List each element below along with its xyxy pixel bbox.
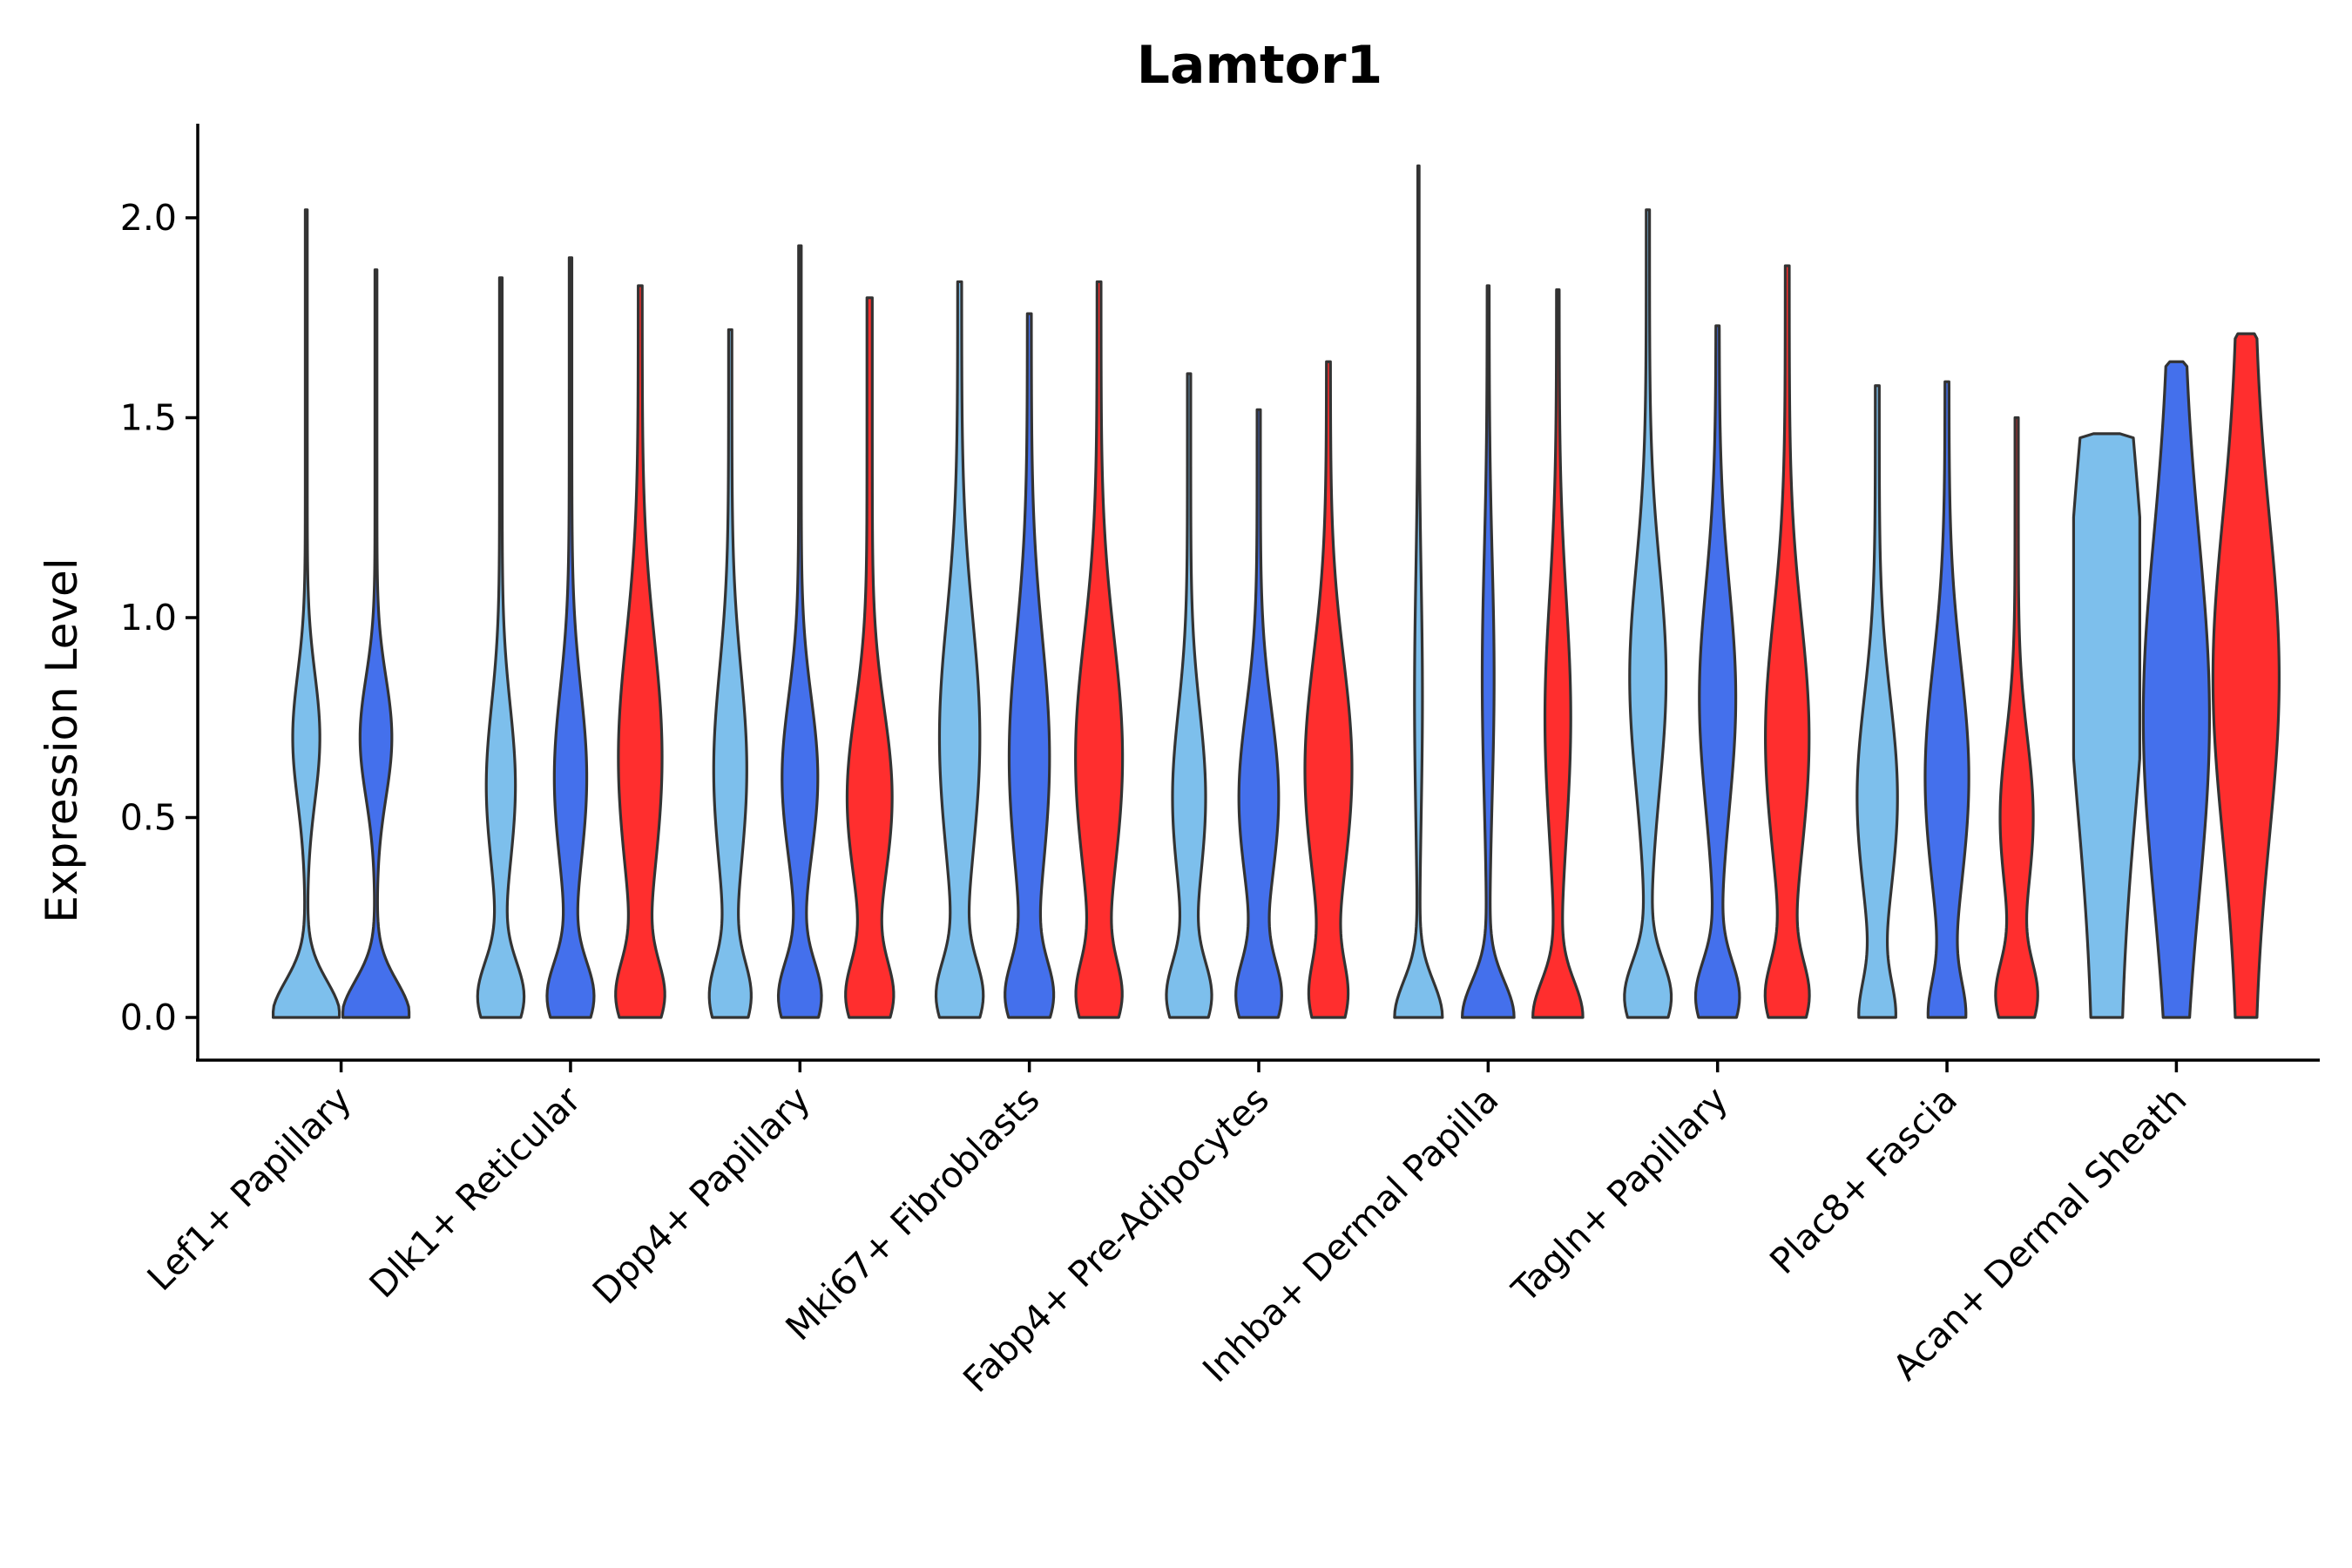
violin-inhba-dermal-papilla-1	[1393, 164, 1444, 1019]
x-tick-label: Lef1+ Papillary	[139, 1078, 360, 1299]
violin-lef1-papillary-2	[341, 268, 411, 1019]
violin-fabp4-pre-adipocytes-3	[1303, 360, 1354, 1019]
y-tick-label: 1.5	[120, 397, 177, 439]
y-ticks: 0.0 0.5 1.0 1.5 2.0	[120, 197, 198, 1038]
violin-plac8-fascia-1	[1855, 384, 1899, 1019]
x-tick-label: Plac8+ Fascia	[1761, 1078, 1965, 1282]
violin-dlk1-reticular-1	[476, 276, 526, 1019]
violin-tagln-papillary-1	[1623, 208, 1673, 1019]
violin-acan-dermal-sheath-1	[2072, 432, 2142, 1019]
y-axis-label: Expression Level	[37, 558, 87, 923]
violin-lef1-papillary-1	[271, 208, 341, 1019]
x-tick-label: Tagln+ Papillary	[1504, 1078, 1736, 1311]
violin-plac8-fascia-3	[1994, 416, 2039, 1019]
violin-group	[271, 164, 2281, 1019]
y-tick-label: 0.0	[120, 997, 177, 1038]
violin-mki67-fibroblasts-2	[1004, 312, 1056, 1019]
y-tick-label: 0.5	[120, 797, 177, 839]
violin-dpp4-papillary-3	[844, 296, 896, 1019]
violin-mki67-fibroblasts-3	[1074, 280, 1125, 1019]
x-tick-label: Dpp4+ Papillary	[585, 1078, 818, 1312]
violin-tagln-papillary-2	[1693, 324, 1741, 1019]
violin-inhba-dermal-papilla-2	[1461, 284, 1516, 1019]
chart-title: Lamtor1	[1137, 35, 1382, 96]
violin-dpp4-papillary-2	[776, 244, 823, 1019]
x-tick-label: Mki67+ Fibroblasts	[778, 1078, 1048, 1348]
violin-dlk1-reticular-2	[545, 256, 596, 1019]
x-tick-label: Dlk1+ Reticular	[362, 1078, 589, 1306]
violin-mki67-fibroblasts-1	[934, 280, 985, 1019]
violin-acan-dermal-sheath-3	[2211, 332, 2281, 1019]
y-tick-label: 2.0	[120, 197, 177, 239]
violin-tagln-papillary-3	[1763, 264, 1811, 1019]
violin-dlk1-reticular-3	[614, 284, 666, 1019]
violin-plac8-fascia-2	[1923, 380, 1970, 1019]
violin-fabp4-pre-adipocytes-1	[1165, 372, 1213, 1019]
violin-inhba-dermal-papilla-3	[1531, 288, 1585, 1019]
violin-acan-dermal-sheath-2	[2141, 360, 2212, 1019]
y-tick-label: 1.0	[120, 597, 177, 639]
violin-dpp4-papillary-1	[707, 328, 753, 1019]
violin-fabp4-pre-adipocytes-2	[1234, 408, 1283, 1019]
